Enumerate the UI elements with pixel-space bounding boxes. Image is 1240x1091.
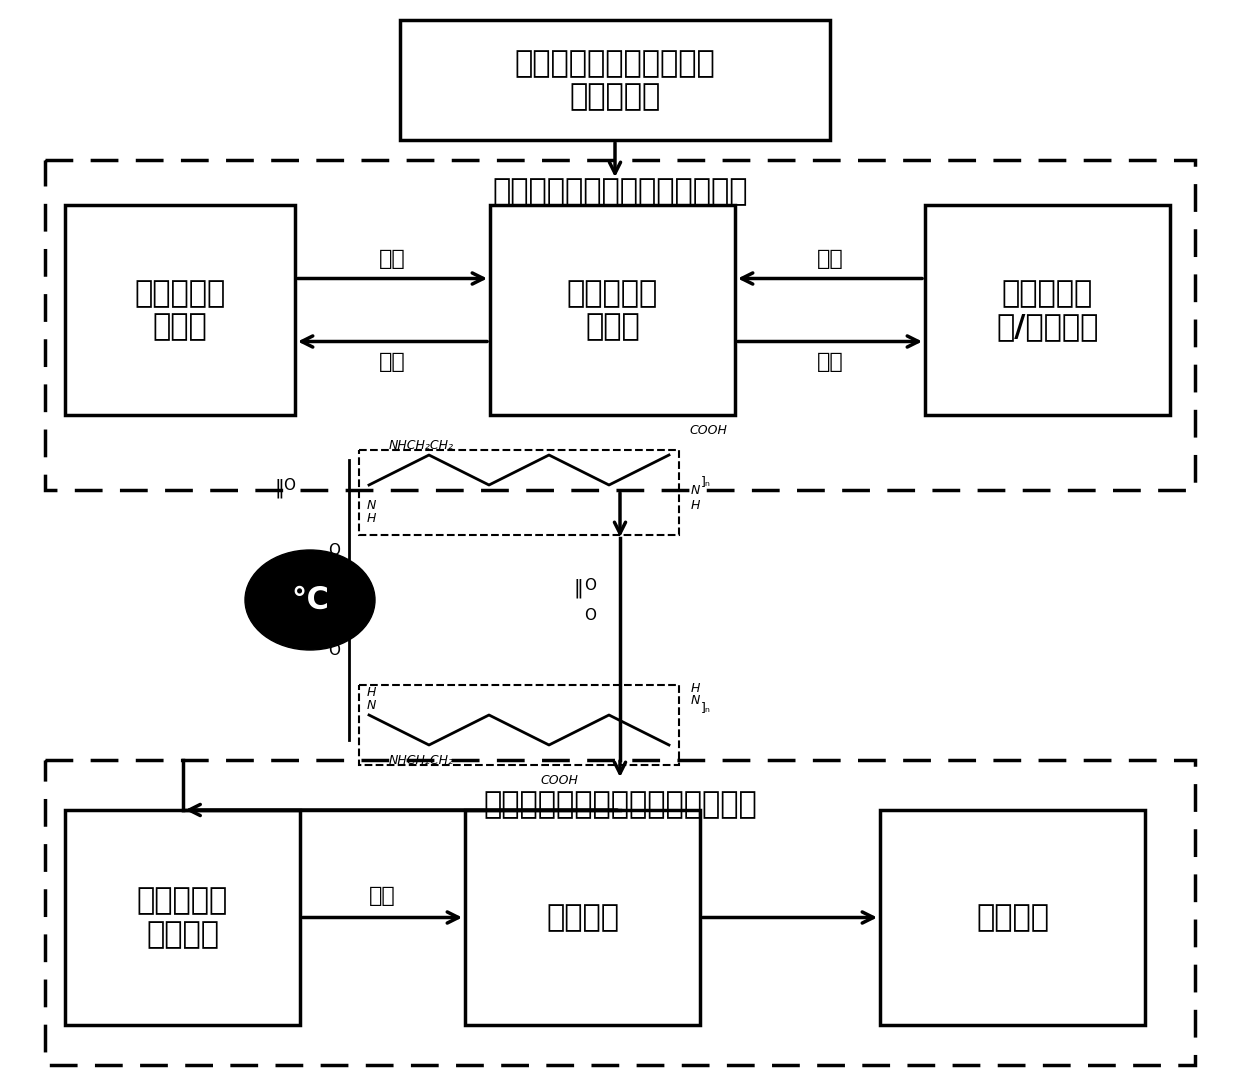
- Bar: [360, 685, 680, 765]
- Text: N: N: [691, 694, 701, 707]
- Text: 重金属修复功能材料设计和制备: 重金属修复功能材料设计和制备: [492, 178, 748, 206]
- Text: H: H: [691, 682, 701, 695]
- Text: 磁场: 磁场: [370, 886, 396, 906]
- Bar: [925, 205, 1171, 415]
- Bar: [360, 449, 680, 535]
- Text: O: O: [584, 608, 596, 623]
- Text: ‖: ‖: [274, 478, 284, 497]
- Text: COOH: COOH: [689, 423, 727, 436]
- Bar: [490, 205, 735, 415]
- Text: ℃: ℃: [291, 586, 329, 614]
- Text: NHCH₂CH₂: NHCH₂CH₂: [389, 439, 454, 452]
- Bar: [45, 160, 1195, 490]
- Text: 高效吸附富
集性能: 高效吸附富 集性能: [134, 278, 226, 341]
- Text: O: O: [584, 577, 596, 592]
- Text: NHCH₂CH₂: NHCH₂CH₂: [389, 754, 454, 767]
- Text: ]ₙ: ]ₙ: [701, 702, 711, 715]
- Bar: [401, 20, 830, 140]
- Text: ‖: ‖: [573, 578, 583, 598]
- Text: 洗脱再生: 洗脱再生: [976, 903, 1049, 932]
- Ellipse shape: [246, 550, 374, 650]
- Text: H: H: [691, 499, 701, 512]
- Bar: [45, 760, 1195, 1065]
- Text: COOH: COOH: [541, 774, 578, 787]
- Text: 可选择性回
收/分离性能: 可选择性回 收/分离性能: [996, 278, 1099, 341]
- Text: 再生循环使
用性能: 再生循环使 用性能: [567, 278, 658, 341]
- Text: H: H: [366, 512, 376, 525]
- Text: O: O: [329, 643, 340, 658]
- Bar: [64, 205, 295, 415]
- Text: 磁性: 磁性: [817, 249, 843, 268]
- Text: N: N: [691, 483, 701, 496]
- Bar: [880, 810, 1145, 1026]
- Text: H: H: [366, 685, 376, 698]
- Text: 回收: 回收: [817, 351, 843, 372]
- Bar: [465, 810, 701, 1026]
- Text: 洗脱: 洗脱: [379, 249, 405, 268]
- Text: 重金属原位
吸附富集: 重金属原位 吸附富集: [136, 886, 228, 949]
- Text: N: N: [366, 499, 376, 512]
- Bar: [64, 810, 300, 1026]
- Text: ]ₙ: ]ₙ: [701, 476, 711, 489]
- Text: O: O: [283, 478, 295, 492]
- Text: 水体、土壤或底泥重金属
污染物修复: 水体、土壤或底泥重金属 污染物修复: [515, 49, 715, 111]
- Text: 磁性分离: 磁性分离: [546, 903, 619, 932]
- Text: N: N: [366, 698, 376, 711]
- Text: 再生: 再生: [379, 351, 405, 372]
- Text: 水体、土壤及底泥重金属修复过程: 水体、土壤及底泥重金属修复过程: [484, 791, 756, 819]
- Text: O: O: [329, 542, 340, 558]
